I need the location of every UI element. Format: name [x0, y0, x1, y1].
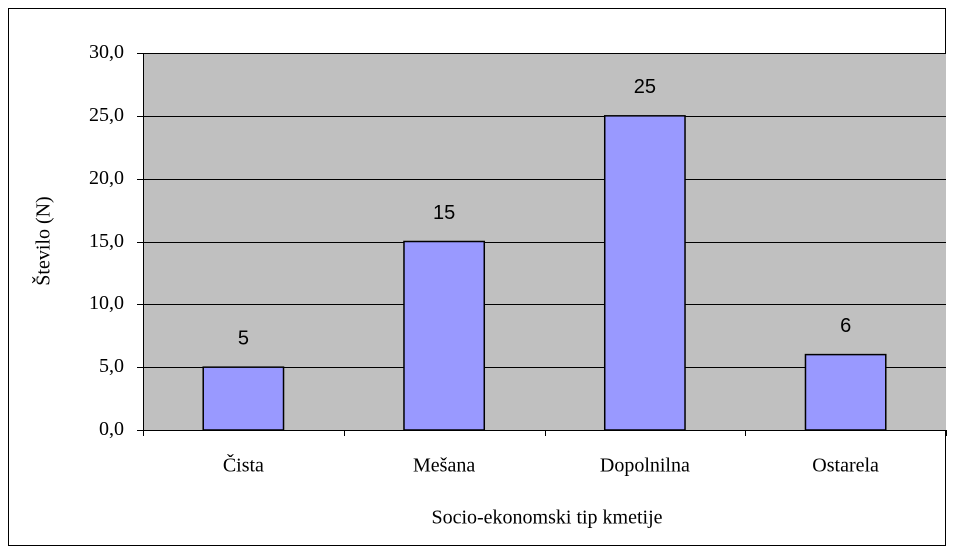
y-tick-label: 0,0: [99, 418, 124, 440]
y-tick-label: 20,0: [89, 167, 124, 189]
x-axis-title: Socio-ekonomski tip kmetije: [431, 507, 662, 529]
bar: [202, 366, 285, 431]
y-tick-label: 30,0: [89, 41, 124, 63]
x-tick-label: Mešana: [413, 455, 475, 477]
bar: [804, 353, 887, 431]
y-axis-title: Število (N): [31, 196, 55, 285]
data-label: 6: [840, 315, 851, 337]
y-tick-label: 10,0: [89, 292, 124, 314]
data-label: 25: [634, 76, 656, 98]
y-tick-label: 5,0: [99, 355, 124, 377]
x-tick-label: Čista: [223, 453, 264, 477]
bar: [603, 115, 686, 431]
y-tick-label: 25,0: [89, 104, 124, 126]
y-tick-label: 15,0: [89, 230, 124, 252]
data-label: 5: [238, 327, 249, 349]
data-label: 15: [433, 202, 455, 224]
x-tick-label: Ostarela: [812, 455, 879, 477]
bar: [403, 240, 486, 431]
x-tick-label: Dopolnilna: [600, 455, 690, 477]
